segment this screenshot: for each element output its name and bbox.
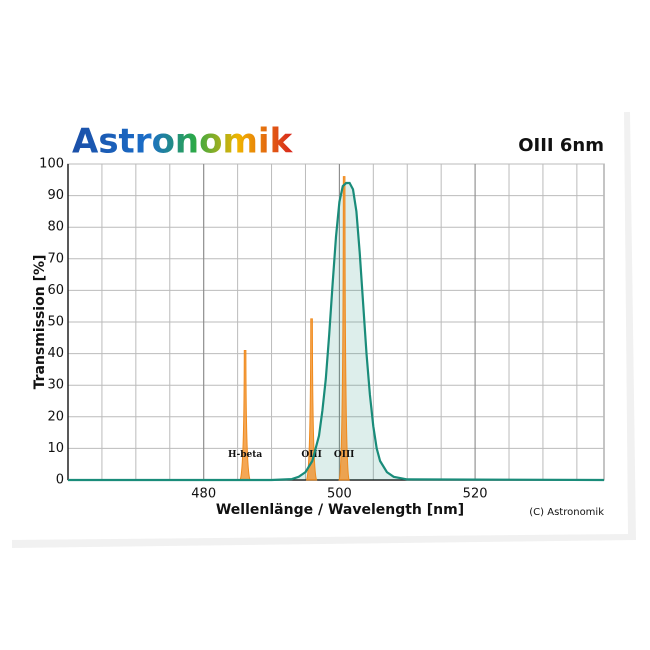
x-tick-label: 500: [327, 487, 352, 502]
filter-area: [68, 183, 604, 480]
emission-label: H-beta: [228, 450, 262, 460]
y-axis-label: Transmission [%]: [32, 255, 48, 390]
y-tick-label: 0: [56, 473, 64, 488]
y-tick-label: 10: [47, 441, 64, 456]
y-tick-label: 70: [47, 251, 64, 266]
brand-logo: Astronomik: [72, 122, 294, 162]
y-tick-label: 20: [47, 409, 64, 424]
emission-line: [338, 176, 350, 481]
y-tick-label: 30: [47, 378, 64, 393]
filter-curve: [68, 181, 605, 482]
emission-line: [305, 318, 318, 481]
emission-line: [239, 349, 251, 481]
y-tick-label: 60: [47, 283, 64, 298]
y-tick-label: 100: [39, 157, 64, 172]
chart-title: OIII 6nm: [518, 135, 604, 156]
copyright: (C) Astronomik: [529, 507, 604, 518]
y-tick-label: 80: [47, 220, 64, 235]
x-axis-label: Wellenlänge / Wavelength [nm]: [216, 502, 464, 518]
x-tick-label: 520: [463, 487, 488, 502]
y-tick-label: 50: [47, 315, 64, 330]
y-tick-label: 40: [47, 346, 64, 361]
emission-label: OIII: [301, 450, 321, 460]
x-tick-label: 480: [191, 487, 216, 502]
emission-label: OIII: [334, 450, 354, 460]
y-tick-label: 90: [47, 188, 64, 203]
